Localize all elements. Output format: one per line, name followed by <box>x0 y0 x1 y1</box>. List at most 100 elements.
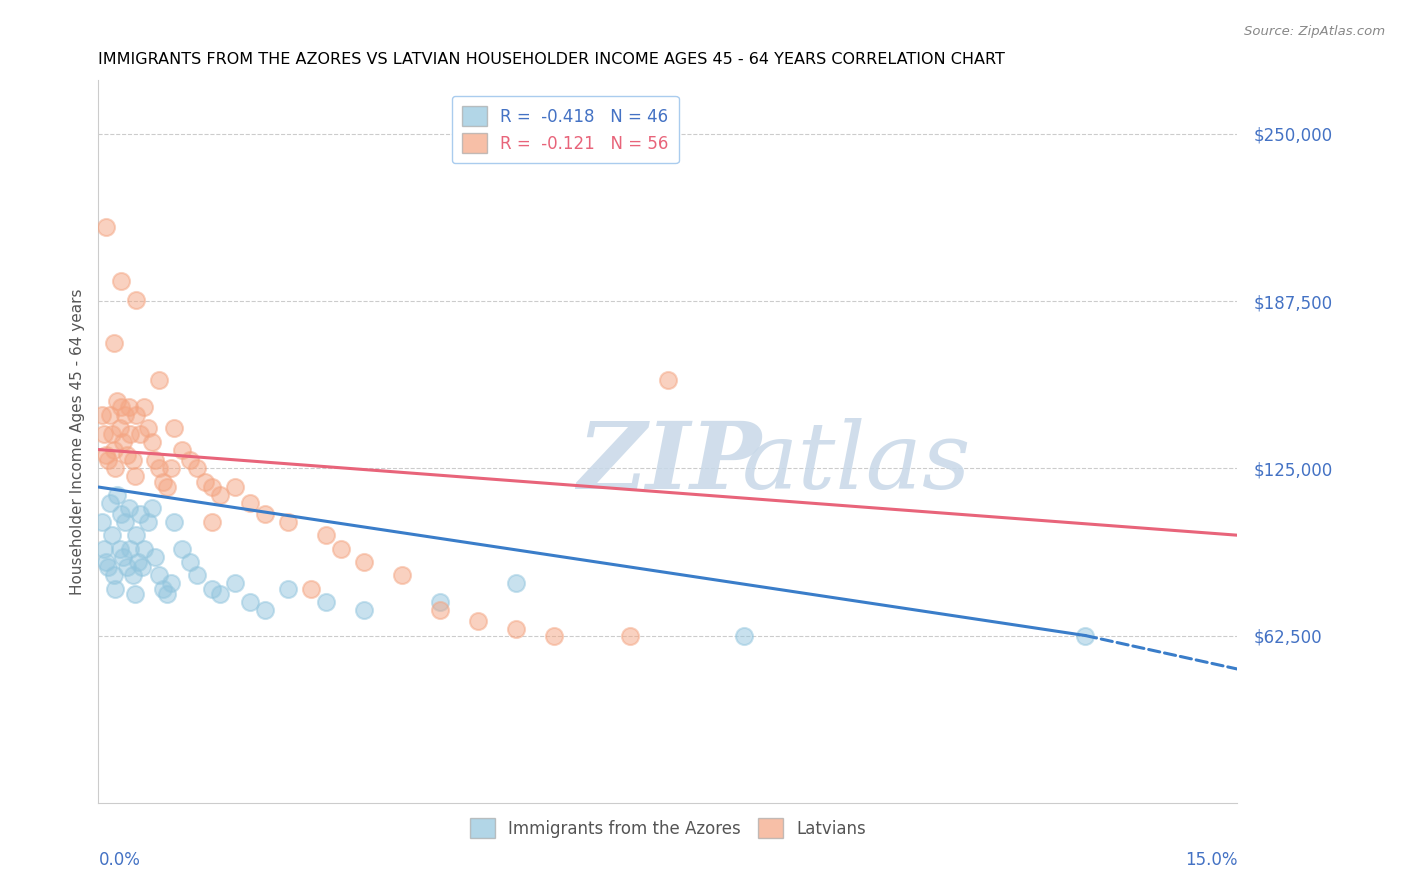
Point <box>201 515 224 529</box>
Point <box>201 582 224 596</box>
Point <box>108 541 131 556</box>
Point <box>353 555 375 569</box>
Point <box>186 568 208 582</box>
Text: 15.0%: 15.0% <box>1185 851 1237 869</box>
Point <box>170 541 193 556</box>
Text: 0.0%: 0.0% <box>98 851 141 869</box>
Point <box>224 576 246 591</box>
Point <box>254 507 277 521</box>
Legend: Immigrants from the Azores, Latvians: Immigrants from the Azores, Latvians <box>463 812 873 845</box>
Point <box>118 400 141 414</box>
Point <box>132 400 155 414</box>
Point <box>98 408 121 422</box>
Point <box>111 549 134 564</box>
Y-axis label: Householder Income Ages 45 - 64 years: Householder Income Ages 45 - 64 years <box>69 288 84 595</box>
Point <box>110 274 132 288</box>
Point <box>98 496 121 510</box>
Point <box>94 448 117 462</box>
Point <box>120 541 142 556</box>
Point <box>429 595 451 609</box>
Point <box>194 475 217 489</box>
Point <box>152 582 174 596</box>
Point <box>239 496 262 510</box>
Point <box>127 555 149 569</box>
Point <box>101 528 124 542</box>
Point <box>208 488 231 502</box>
Point <box>96 560 118 574</box>
Point <box>125 408 148 422</box>
Point <box>170 442 193 457</box>
Point <box>114 515 136 529</box>
Point <box>353 603 375 617</box>
Point <box>145 549 167 564</box>
Point <box>91 515 114 529</box>
Point <box>132 541 155 556</box>
Point <box>159 576 181 591</box>
Point <box>91 408 114 422</box>
Point <box>152 475 174 489</box>
Point <box>254 603 277 617</box>
Point <box>201 480 224 494</box>
Point <box>129 507 152 521</box>
Point <box>129 426 152 441</box>
Point <box>159 461 181 475</box>
Point <box>107 394 129 409</box>
Point <box>124 587 146 601</box>
Text: atlas: atlas <box>742 418 972 508</box>
Point <box>141 501 163 516</box>
Point <box>125 528 148 542</box>
Point <box>104 582 127 596</box>
Point <box>117 448 139 462</box>
Text: IMMIGRANTS FROM THE AZORES VS LATVIAN HOUSEHOLDER INCOME AGES 45 - 64 YEARS CORR: IMMIGRANTS FROM THE AZORES VS LATVIAN HO… <box>98 52 1005 67</box>
Point <box>94 555 117 569</box>
Point <box>118 501 141 516</box>
Point <box>145 453 167 467</box>
Point <box>111 434 134 449</box>
Point <box>148 568 170 582</box>
Point <box>103 568 125 582</box>
Point <box>277 582 299 596</box>
Point <box>121 453 143 467</box>
Point <box>467 614 489 628</box>
Point <box>96 453 118 467</box>
Point <box>733 628 755 642</box>
Point <box>156 587 179 601</box>
Point <box>103 442 125 457</box>
Point <box>505 622 527 636</box>
Point <box>141 434 163 449</box>
Point <box>505 576 527 591</box>
Point <box>163 515 186 529</box>
Point <box>391 568 413 582</box>
Point <box>299 582 322 596</box>
Text: ZIP: ZIP <box>576 418 761 508</box>
Point <box>107 488 129 502</box>
Point <box>156 480 179 494</box>
Point <box>121 568 143 582</box>
Point <box>94 220 117 235</box>
Point <box>208 587 231 601</box>
Point <box>114 408 136 422</box>
Point <box>110 400 132 414</box>
Point <box>657 373 679 387</box>
Point <box>179 453 201 467</box>
Point <box>110 507 132 521</box>
Point <box>186 461 208 475</box>
Point <box>104 461 127 475</box>
Point <box>103 335 125 350</box>
Point <box>108 421 131 435</box>
Point <box>163 421 186 435</box>
Point <box>117 560 139 574</box>
Text: Source: ZipAtlas.com: Source: ZipAtlas.com <box>1244 25 1385 38</box>
Point <box>330 541 353 556</box>
Point <box>148 461 170 475</box>
Point <box>315 595 337 609</box>
Point <box>619 628 641 642</box>
Point <box>136 515 159 529</box>
Point <box>239 595 262 609</box>
Point <box>136 421 159 435</box>
Point <box>429 603 451 617</box>
Point <box>93 541 115 556</box>
Point <box>120 426 142 441</box>
Point <box>131 560 153 574</box>
Point <box>148 373 170 387</box>
